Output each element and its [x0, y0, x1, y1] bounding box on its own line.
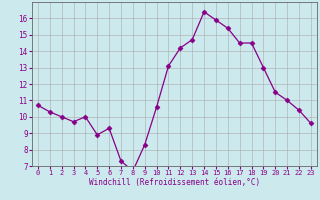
X-axis label: Windchill (Refroidissement éolien,°C): Windchill (Refroidissement éolien,°C)	[89, 178, 260, 187]
